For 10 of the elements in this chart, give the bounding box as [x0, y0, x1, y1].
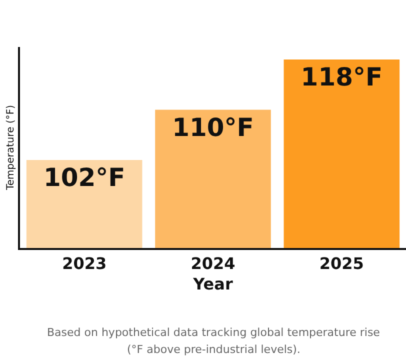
y-axis-title: Temperature (°F) [6, 104, 16, 192]
x-axis-title: Year [192, 274, 233, 294]
data-label: 102°F [43, 163, 126, 192]
x-tick-label: 2024 [190, 254, 236, 274]
data-label: 118°F [300, 62, 383, 92]
text: (°F above pre-industrial levels). [127, 343, 300, 356]
x-tick-label: 2025 [319, 254, 364, 274]
text: Based on hypothetical data tracking global temperature rise [47, 326, 380, 339]
data-label: 110°F [172, 112, 254, 142]
x-tick-label: 2023 [62, 254, 107, 274]
